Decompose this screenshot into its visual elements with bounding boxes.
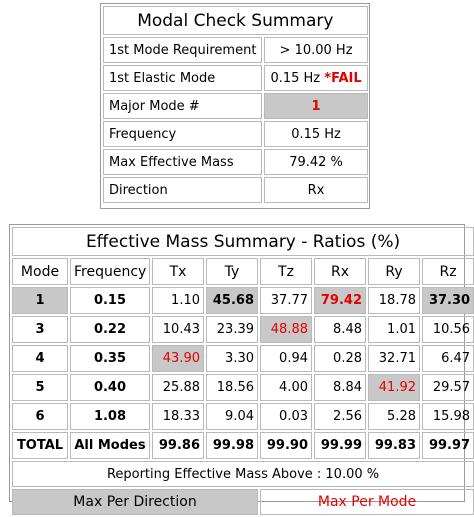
total-tz: 99.90 bbox=[260, 432, 312, 459]
header-ty: Ty bbox=[206, 258, 258, 285]
total-frequency: All Modes bbox=[70, 432, 150, 459]
ry-cell: 5.28 bbox=[368, 403, 420, 430]
table-row: 1 0.15 1.10 45.68 37.77 79.42 18.78 37.3… bbox=[12, 287, 474, 314]
frequency-cell: 0.40 bbox=[70, 374, 150, 401]
max-effective-mass-value: 79.42 % bbox=[264, 149, 368, 175]
header-tz: Tz bbox=[260, 258, 312, 285]
ry-cell: 1.01 bbox=[368, 316, 420, 343]
table-row: 3 0.22 10.43 23.39 48.88 8.48 1.01 10.56 bbox=[12, 316, 474, 343]
header-rz: Rz bbox=[422, 258, 474, 285]
mode-cell: 4 bbox=[12, 345, 68, 372]
rz-cell: 15.98 bbox=[422, 403, 474, 430]
rx-cell: 8.84 bbox=[314, 374, 366, 401]
total-row: TOTAL All Modes 99.86 99.98 99.90 99.99 … bbox=[12, 432, 474, 459]
first-mode-requirement-value: > 10.00 Hz bbox=[264, 37, 368, 63]
total-tx: 99.86 bbox=[152, 432, 204, 459]
tz-cell: 37.77 bbox=[260, 287, 312, 314]
first-elastic-mode-cell: 0.15 Hz *FAIL bbox=[264, 65, 368, 91]
ty-cell: 45.68 bbox=[206, 287, 258, 314]
ty-cell: 18.56 bbox=[206, 374, 258, 401]
table-row: 6 1.08 18.33 9.04 0.03 2.56 5.28 15.98 bbox=[12, 403, 474, 430]
header-tx: Tx bbox=[152, 258, 204, 285]
fail-flag: *FAIL bbox=[324, 70, 362, 86]
total-rx: 99.99 bbox=[314, 432, 366, 459]
direction-value: Rx bbox=[264, 177, 368, 203]
first-elastic-mode-label: 1st Elastic Mode bbox=[103, 65, 263, 91]
tz-cell: 0.94 bbox=[260, 345, 312, 372]
total-ty: 99.98 bbox=[206, 432, 258, 459]
row-first-mode-requirement: 1st Mode Requirement > 10.00 Hz bbox=[103, 37, 368, 63]
modal-check-title: Modal Check Summary bbox=[103, 6, 368, 35]
rz-cell: 29.57 bbox=[422, 374, 474, 401]
mode-cell: 3 bbox=[12, 316, 68, 343]
header-row: Mode Frequency Tx Ty Tz Rx Ry Rz bbox=[12, 258, 474, 285]
header-frequency: Frequency bbox=[70, 258, 150, 285]
row-direction: Direction Rx bbox=[103, 177, 368, 203]
mode-cell: 5 bbox=[12, 374, 68, 401]
ty-cell: 3.30 bbox=[206, 345, 258, 372]
effective-mass-title: Effective Mass Summary - Ratios (%) bbox=[12, 227, 474, 256]
frequency-cell: 1.08 bbox=[70, 403, 150, 430]
first-elastic-mode-value: 0.15 Hz bbox=[270, 70, 321, 86]
frequency-value: 0.15 Hz bbox=[264, 121, 368, 147]
legend-max-per-mode: Max Per Mode bbox=[260, 489, 474, 515]
row-max-effective-mass: Max Effective Mass 79.42 % bbox=[103, 149, 368, 175]
tx-cell: 18.33 bbox=[152, 403, 204, 430]
effective-mass-table: Effective Mass Summary - Ratios (%) Mode… bbox=[10, 225, 474, 517]
row-frequency: Frequency 0.15 Hz bbox=[103, 121, 368, 147]
frequency-label: Frequency bbox=[103, 121, 263, 147]
row-major-mode: Major Mode # 1 bbox=[103, 93, 368, 119]
ry-cell: 41.92 bbox=[368, 374, 420, 401]
reporting-threshold-note: Reporting Effective Mass Above : 10.00 % bbox=[12, 461, 474, 487]
rx-cell: 79.42 bbox=[314, 287, 366, 314]
total-label: TOTAL bbox=[12, 432, 68, 459]
modal-check-summary-panel: Modal Check Summary 1st Mode Requirement… bbox=[100, 3, 370, 209]
rx-cell: 2.56 bbox=[314, 403, 366, 430]
frequency-cell: 0.22 bbox=[70, 316, 150, 343]
tx-cell: 43.90 bbox=[152, 345, 204, 372]
ty-cell: 9.04 bbox=[206, 403, 258, 430]
tz-cell: 0.03 bbox=[260, 403, 312, 430]
total-ry: 99.83 bbox=[368, 432, 420, 459]
rx-cell: 8.48 bbox=[314, 316, 366, 343]
major-mode-label: Major Mode # bbox=[103, 93, 263, 119]
legend-max-per-direction: Max Per Direction bbox=[12, 489, 258, 515]
tx-cell: 25.88 bbox=[152, 374, 204, 401]
mode-cell: 6 bbox=[12, 403, 68, 430]
modal-check-table: Modal Check Summary 1st Mode Requirement… bbox=[101, 4, 370, 205]
frequency-cell: 0.15 bbox=[70, 287, 150, 314]
rz-cell: 6.47 bbox=[422, 345, 474, 372]
table-row: 5 0.40 25.88 18.56 4.00 8.84 41.92 29.57 bbox=[12, 374, 474, 401]
mode-cell: 1 bbox=[12, 287, 68, 314]
frequency-cell: 0.35 bbox=[70, 345, 150, 372]
tz-cell: 48.88 bbox=[260, 316, 312, 343]
tx-cell: 10.43 bbox=[152, 316, 204, 343]
ry-cell: 32.71 bbox=[368, 345, 420, 372]
tx-cell: 1.10 bbox=[152, 287, 204, 314]
rz-cell: 10.56 bbox=[422, 316, 474, 343]
header-ry: Ry bbox=[368, 258, 420, 285]
header-mode: Mode bbox=[12, 258, 68, 285]
tz-cell: 4.00 bbox=[260, 374, 312, 401]
row-first-elastic-mode: 1st Elastic Mode 0.15 Hz *FAIL bbox=[103, 65, 368, 91]
rz-cell: 37.30 bbox=[422, 287, 474, 314]
max-effective-mass-label: Max Effective Mass bbox=[103, 149, 263, 175]
major-mode-value: 1 bbox=[264, 93, 368, 119]
total-rz: 99.97 bbox=[422, 432, 474, 459]
first-mode-requirement-label: 1st Mode Requirement bbox=[103, 37, 263, 63]
ty-cell: 23.39 bbox=[206, 316, 258, 343]
legend-row: Max Per Direction Max Per Mode bbox=[12, 489, 474, 515]
ry-cell: 18.78 bbox=[368, 287, 420, 314]
effective-mass-summary-panel: Effective Mass Summary - Ratios (%) Mode… bbox=[9, 224, 474, 515]
rx-cell: 0.28 bbox=[314, 345, 366, 372]
table-row: 4 0.35 43.90 3.30 0.94 0.28 32.71 6.47 bbox=[12, 345, 474, 372]
direction-label: Direction bbox=[103, 177, 263, 203]
header-rx: Rx bbox=[314, 258, 366, 285]
